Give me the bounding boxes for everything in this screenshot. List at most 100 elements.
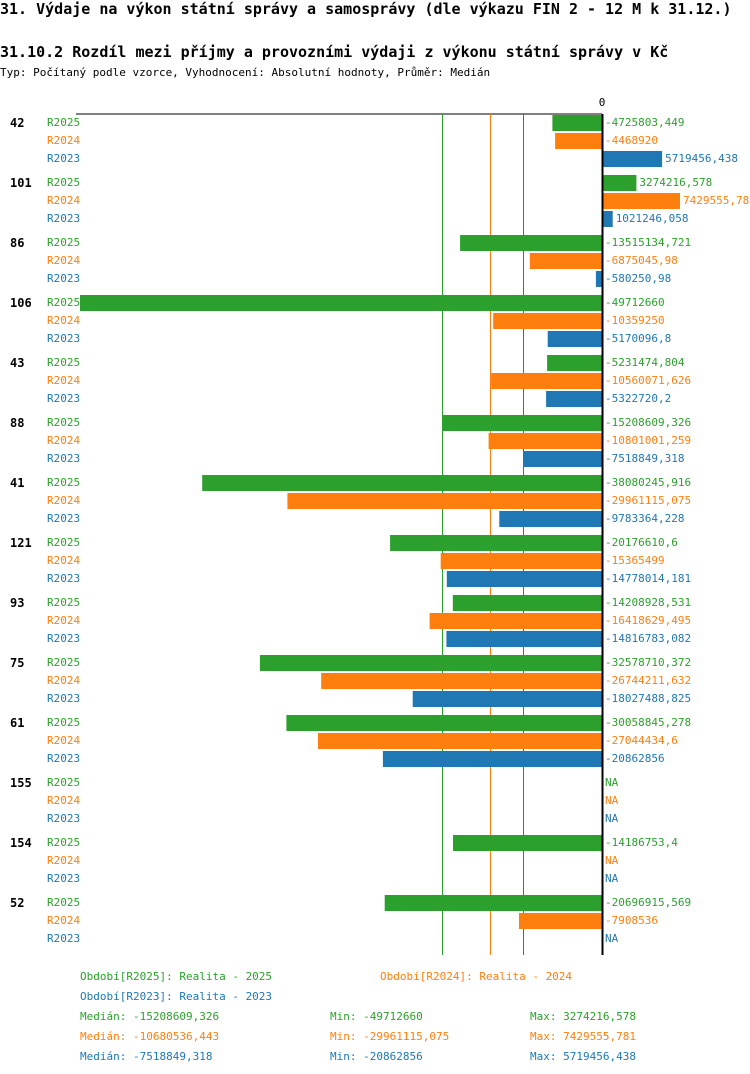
- value-label: -16418629,495: [605, 614, 691, 627]
- value-label: -4725803,449: [605, 116, 684, 129]
- value-label: -29961115,075: [605, 494, 691, 507]
- group-label: 41: [10, 476, 24, 490]
- series-label: R2024: [47, 314, 80, 327]
- bar-86-r2024: [529, 253, 602, 269]
- series-label: R2023: [47, 212, 80, 225]
- value-label: NA: [605, 776, 619, 789]
- series-label: R2023: [47, 932, 80, 945]
- group-label: 106: [10, 296, 32, 310]
- bar-86-r2025: [460, 235, 602, 251]
- series-label: R2023: [47, 332, 80, 345]
- series-label: R2025: [47, 416, 80, 429]
- page-title: 31. Výdaje na výkon státní správy a samo…: [0, 0, 732, 18]
- series-label: R2025: [47, 296, 80, 309]
- series-label: R2023: [47, 272, 80, 285]
- group-label: 52: [10, 896, 24, 910]
- series-label: R2024: [47, 374, 80, 387]
- value-label: -4468920: [605, 134, 658, 147]
- series-label: R2025: [47, 476, 80, 489]
- group-label: 121: [10, 536, 32, 550]
- series-label: R2023: [47, 572, 80, 585]
- value-label: -7908536: [605, 914, 658, 927]
- series-label: R2025: [47, 596, 80, 609]
- bar-88-r2023: [523, 451, 602, 467]
- bar-101-r2025: [602, 175, 637, 191]
- value-label: -5231474,804: [605, 356, 685, 369]
- value-label: -20862856: [605, 752, 665, 765]
- bar-121-r2024: [440, 553, 602, 569]
- value-label: -30058845,278: [605, 716, 691, 729]
- bar-43-r2023: [546, 391, 602, 407]
- bar-61-r2024: [318, 733, 602, 749]
- value-label: -27044434,6: [605, 734, 678, 747]
- series-label: R2024: [47, 614, 80, 627]
- series-label: R2024: [47, 494, 80, 507]
- value-label: -15365499: [605, 554, 665, 567]
- stat-median-r2024: Medián: -10680536,443: [80, 1030, 220, 1043]
- stat-max-r2025: Max: 3274216,578: [530, 1010, 636, 1023]
- zero-tick-label: 0: [599, 96, 606, 109]
- chart-type-info: Typ: Počítaný podle vzorce, Vyhodnocení:…: [0, 66, 491, 79]
- value-label: -14186753,4: [605, 836, 678, 849]
- series-label: R2024: [47, 194, 80, 207]
- series-label: R2025: [47, 116, 80, 129]
- legend-r2024: Období[R2024]: Realita - 2024: [380, 970, 573, 983]
- value-label: -38080245,916: [605, 476, 691, 489]
- group-label: 88: [10, 416, 24, 430]
- group-label: 93: [10, 596, 24, 610]
- series-label: R2023: [47, 632, 80, 645]
- legend-r2023: Období[R2023]: Realita - 2023: [80, 990, 273, 1003]
- series-label: R2025: [47, 176, 80, 189]
- series-label: R2023: [47, 452, 80, 465]
- bar-154-r2025: [453, 835, 602, 851]
- chart-subtitle: 31.10.2 Rozdíl mezi příjmy a provozními …: [0, 43, 669, 61]
- bar-42-r2023: [602, 151, 663, 167]
- value-label: -14778014,181: [605, 572, 691, 585]
- group-label: 101: [10, 176, 32, 190]
- series-label: R2023: [47, 512, 80, 525]
- bar-61-r2023: [382, 751, 602, 767]
- series-label: R2024: [47, 554, 80, 567]
- value-label: NA: [605, 812, 619, 825]
- value-label: NA: [605, 794, 619, 807]
- value-label: -49712660: [605, 296, 665, 309]
- bar-43-r2025: [547, 355, 602, 371]
- group-label: 42: [10, 116, 24, 130]
- stat-median-r2023: Medián: -7518849,318: [80, 1050, 213, 1063]
- bar-75-r2024: [321, 673, 602, 689]
- value-label: 5719456,438: [665, 152, 738, 165]
- value-label: -5170096,8: [605, 332, 671, 345]
- series-label: R2023: [47, 872, 80, 885]
- series-label: R2025: [47, 656, 80, 669]
- bar-86-r2023: [595, 271, 602, 287]
- stat-max-r2023: Max: 5719456,438: [530, 1050, 636, 1063]
- series-label: R2023: [47, 752, 80, 765]
- value-label: -7518849,318: [605, 452, 684, 465]
- group-label: 154: [10, 836, 32, 850]
- bar-88-r2025: [442, 415, 602, 431]
- bar-93-r2023: [446, 631, 602, 647]
- bar-101-r2024: [602, 193, 680, 209]
- bar-43-r2024: [491, 373, 602, 389]
- stat-min-r2024: Min: -29961115,075: [330, 1030, 450, 1043]
- series-label: R2025: [47, 356, 80, 369]
- value-label: -20176610,6: [605, 536, 678, 549]
- stat-min-r2023: Min: -20862856: [330, 1050, 423, 1063]
- series-label: R2023: [47, 812, 80, 825]
- series-label: R2025: [47, 236, 80, 249]
- value-label: 3274216,578: [639, 176, 712, 189]
- value-label: -26744211,632: [605, 674, 691, 687]
- series-label: R2025: [47, 536, 80, 549]
- series-label: R2025: [47, 836, 80, 849]
- value-label: NA: [605, 932, 619, 945]
- group-label: 43: [10, 356, 24, 370]
- series-label: R2024: [47, 134, 80, 147]
- bar-93-r2024: [429, 613, 602, 629]
- bar-41-r2025: [202, 475, 602, 491]
- series-label: R2023: [47, 392, 80, 405]
- bar-121-r2025: [390, 535, 602, 551]
- bar-121-r2023: [446, 571, 602, 587]
- value-label: -6875045,98: [605, 254, 678, 267]
- series-label: R2024: [47, 434, 80, 447]
- value-label: -10359250: [605, 314, 665, 327]
